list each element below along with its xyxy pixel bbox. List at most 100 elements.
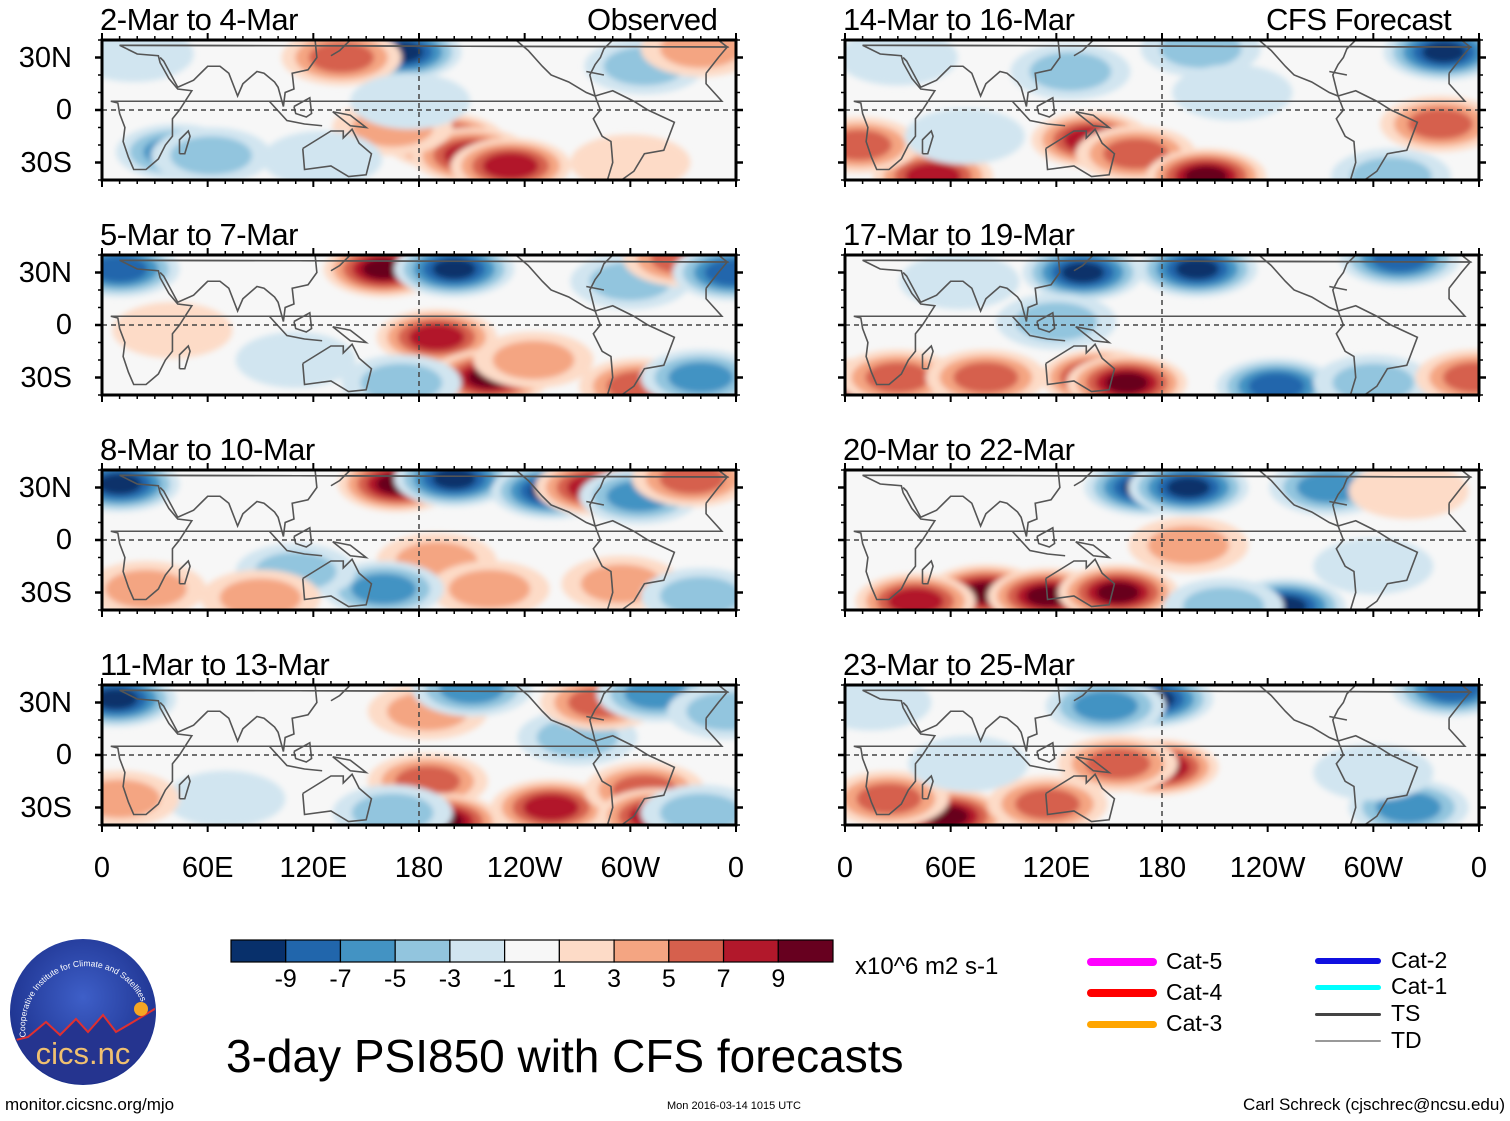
anomaly-contour: [1371, 255, 1428, 272]
coastline: [301, 772, 373, 823]
anomaly-contour: [1407, 108, 1473, 140]
coastline: [1258, 470, 1357, 528]
coastline: [1329, 70, 1348, 76]
psi850-map-p1: [95, 33, 743, 187]
coastline: [1335, 734, 1419, 825]
anomaly-contour: [1103, 138, 1169, 170]
anomaly-contour: [659, 793, 736, 825]
colorbar-tick-label: 1: [552, 965, 567, 993]
logo-icon: Cooperative Institute for Climate and Sa…: [10, 939, 156, 1085]
colorbar-tick-label: -7: [329, 965, 352, 993]
legend-line-cat-4: [1087, 989, 1157, 997]
anomaly-contour: [570, 134, 691, 180]
coastline: [1044, 342, 1116, 393]
footer-timestamp: Mon 2016-03-14 1015 UTC: [667, 1100, 801, 1112]
colorbar-tick-label: 3: [607, 965, 622, 993]
legend-label: Cat-4: [1166, 979, 1223, 1005]
colorbar-swatch: [394, 939, 451, 963]
coastline: [159, 255, 318, 322]
coastline: [110, 474, 729, 601]
coastline: [330, 470, 351, 487]
anomaly-contour: [1248, 372, 1305, 395]
anomaly-contour: [1375, 792, 1442, 823]
anomaly-contour: [432, 258, 476, 280]
y-tick-label: 0: [55, 309, 72, 341]
legend-label: TS: [1391, 1000, 1421, 1026]
coastline: [268, 100, 323, 127]
anomaly-contour: [362, 258, 406, 280]
panel-title: 17-Mar to 19-Mar: [843, 217, 1075, 252]
coastline: [1011, 745, 1066, 772]
anomaly-contour: [1424, 685, 1479, 702]
anomaly-contour: [1015, 302, 1098, 341]
coastline: [178, 344, 191, 370]
coastline: [902, 685, 1061, 752]
psi850-map-p2: [95, 248, 743, 402]
colorbar-tick-label: 9: [771, 965, 786, 993]
coastline: [862, 40, 1473, 48]
panel-title: 2-Mar to 4-Mar: [100, 2, 298, 37]
logo-text: cics.nc: [36, 1036, 131, 1071]
coastline: [1073, 470, 1094, 487]
legend-line-cat-2: [1315, 958, 1381, 964]
coastline: [301, 557, 373, 608]
coastline: [332, 325, 369, 344]
anomaly-contour: [1166, 477, 1211, 498]
x-tick-label: 180: [394, 852, 444, 884]
anomaly-contour: [1029, 52, 1112, 91]
anomaly-contour: [1296, 472, 1362, 503]
anomaly-contour: [408, 323, 465, 351]
anomaly-contour: [1442, 362, 1479, 393]
coastline: [178, 129, 191, 155]
colorbar-tick-label: -1: [493, 965, 516, 993]
anomaly-contour: [1096, 582, 1140, 603]
panel-title: 8-Mar to 10-Mar: [100, 432, 315, 467]
x-tick-label: 0: [93, 852, 111, 884]
coastline: [862, 470, 1473, 478]
y-tick-label: 30S: [20, 361, 72, 394]
footer-url[interactable]: monitor.cicsnc.org/mjo: [5, 1095, 175, 1114]
coastline: [1036, 741, 1056, 763]
anomaly-contour: [887, 587, 944, 610]
coastline: [853, 259, 1472, 386]
coastline: [592, 304, 676, 395]
coastline: [110, 44, 729, 171]
anomaly-contours: [855, 470, 1469, 610]
psi850-map-p4: [95, 678, 743, 832]
panel-title: 5-Mar to 7-Mar: [100, 217, 298, 252]
coastline: [159, 470, 318, 537]
coastline: [1075, 540, 1112, 559]
y-tick-label: 0: [55, 739, 72, 771]
coastline: [1075, 325, 1112, 344]
colorbar-swatch: [613, 939, 670, 963]
x-tick-label: 120W: [1229, 852, 1306, 884]
coastline: [301, 127, 373, 178]
anomaly-contour: [360, 363, 443, 395]
x-tick-label: 60W: [1343, 852, 1404, 884]
anomaly-contours: [102, 40, 736, 180]
anomaly-contour: [102, 473, 142, 495]
coastline: [592, 519, 676, 610]
coastline: [1075, 110, 1112, 129]
coastline: [330, 40, 351, 57]
anomaly-contour: [170, 136, 252, 175]
anomaly-contour: [102, 779, 161, 818]
anomaly-contours: [102, 685, 736, 825]
colorbar-tick-label: -3: [438, 965, 462, 993]
coastline: [902, 40, 1061, 107]
anomaly-contour: [1172, 64, 1293, 121]
coastline: [921, 774, 934, 800]
coastline: [268, 315, 323, 342]
psi850-map-p7: [838, 463, 1486, 617]
y-tick-label: 30N: [18, 41, 72, 74]
colorbar-swatch: [230, 939, 287, 963]
coastline: [110, 689, 729, 816]
coastline: [921, 344, 934, 370]
legend-line-td: [1315, 1040, 1381, 1042]
y-tick-label: 30S: [20, 791, 72, 824]
x-tick-label: 0: [836, 852, 854, 884]
anomaly-contour: [439, 685, 505, 704]
y-tick-label: 30N: [18, 256, 72, 289]
anomaly-contour: [1175, 258, 1219, 280]
coastline: [515, 255, 614, 313]
